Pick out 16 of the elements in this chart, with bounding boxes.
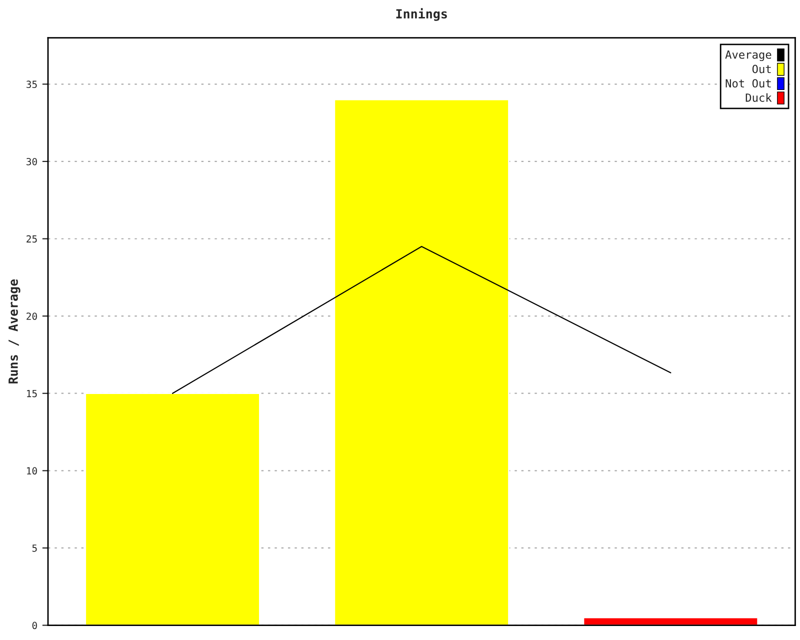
y-tick-label: 0 — [32, 622, 37, 630]
y-tick-label: 30 — [26, 158, 37, 166]
bar — [334, 98, 510, 626]
legend-label: Not Out — [726, 79, 771, 88]
y-tick-label: 10 — [27, 467, 37, 475]
y-axis-title: Runs / Average — [8, 279, 20, 384]
bar — [84, 392, 260, 626]
y-tick-label: 25 — [26, 235, 37, 243]
chart-title: Innings — [396, 8, 447, 21]
y-tick-label: 20 — [26, 312, 37, 320]
legend-label: Out — [752, 64, 771, 74]
y-tick-label: 35 — [26, 80, 37, 88]
legend-label: Duck — [746, 93, 772, 102]
legend-label: Average — [725, 50, 772, 62]
y-tick-label: 5 — [32, 544, 37, 552]
y-tick-label: 15 — [27, 390, 37, 398]
